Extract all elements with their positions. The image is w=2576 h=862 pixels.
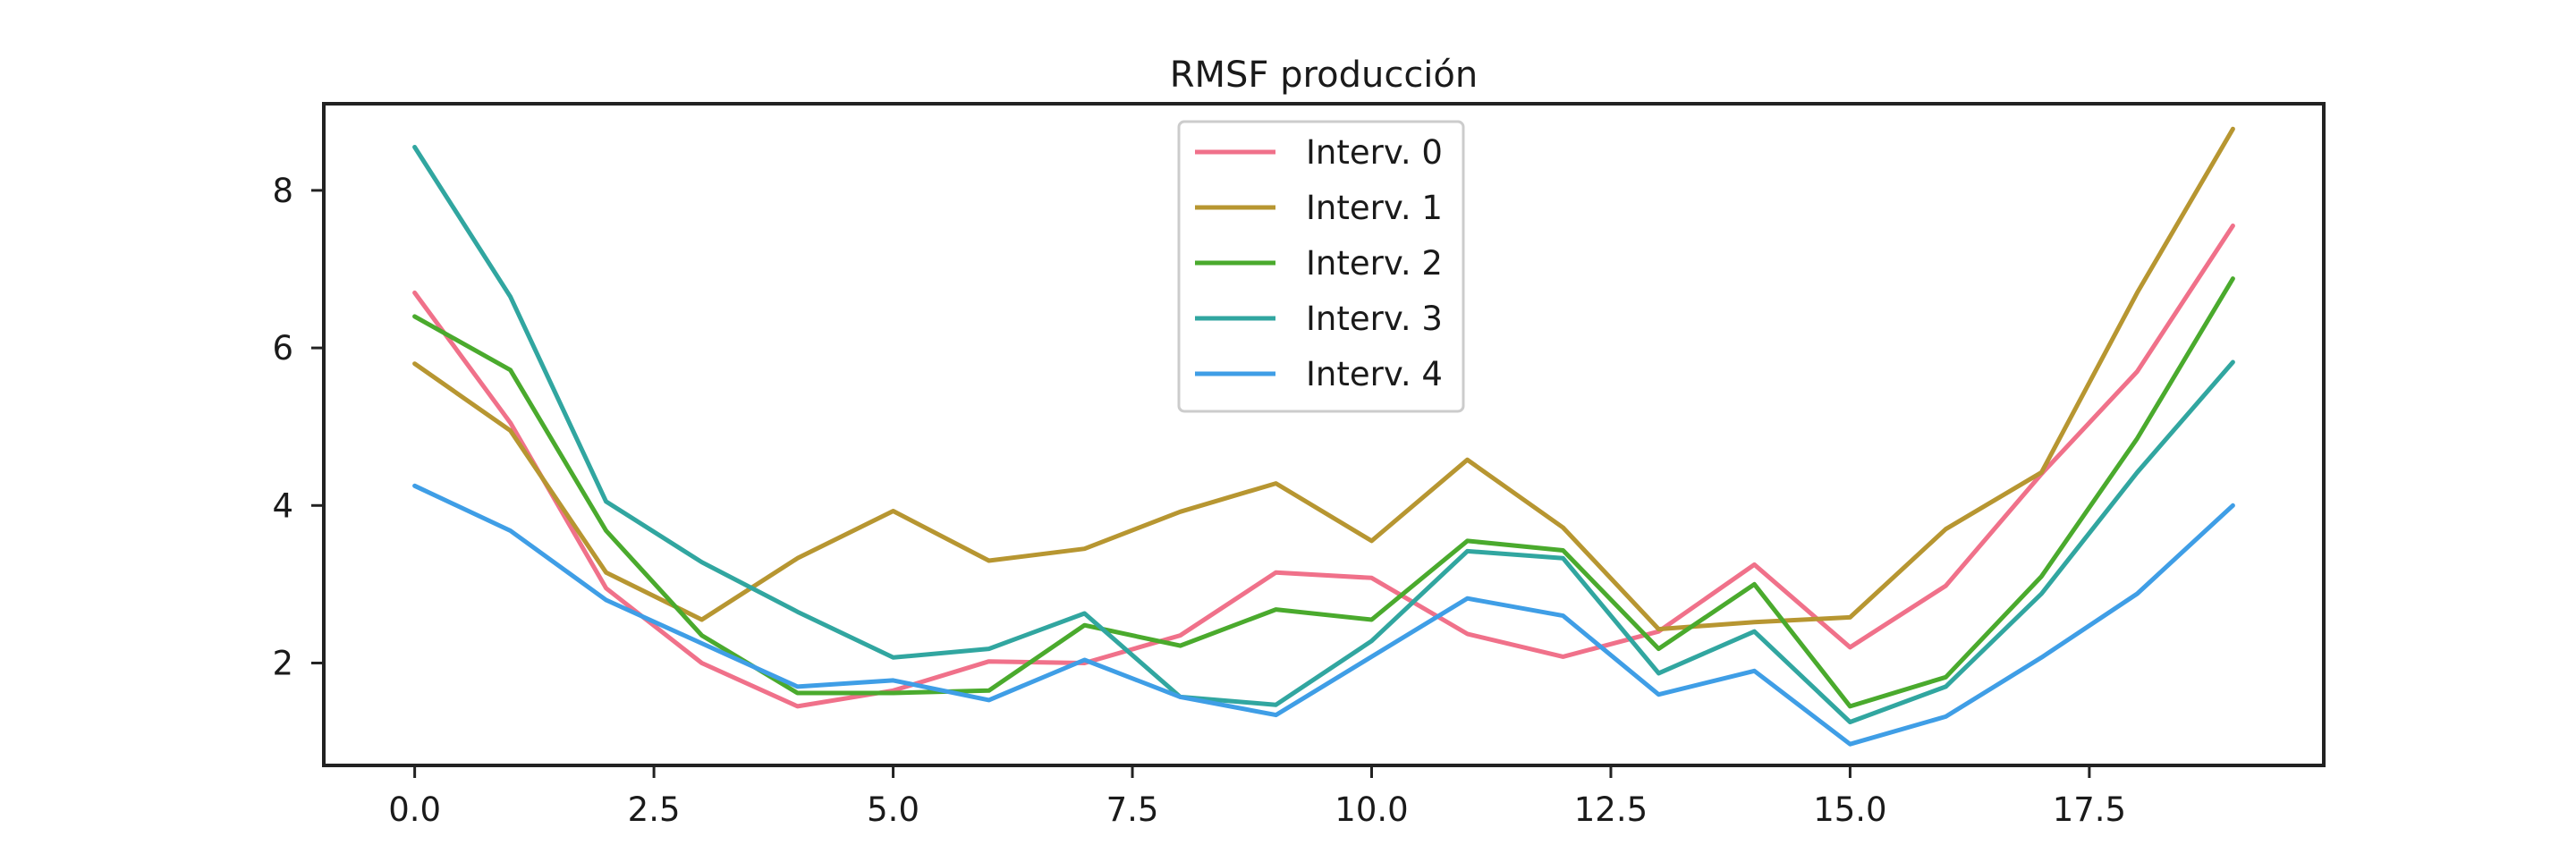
x-tick-label-0: 0.0 (388, 790, 441, 829)
series-line-interv-2 (412, 276, 2235, 709)
series-layer (412, 126, 2235, 747)
x-tick-label-2: 5.0 (867, 790, 919, 829)
plot-frame (322, 102, 2326, 767)
legend-label-0: Interv. 0 (1306, 133, 1443, 172)
x-tick-label-4: 10.0 (1335, 790, 1408, 829)
x-tick-label-3: 7.5 (1106, 790, 1159, 829)
x-tick-label-6: 15.0 (1813, 790, 1886, 829)
series-line-interv-0 (412, 224, 2235, 709)
series-line-interv-3 (412, 145, 2235, 724)
y-axis: 2 4 6 8 (272, 172, 324, 682)
y-tick-label-2: 6 (272, 329, 293, 368)
legend-box (1177, 120, 1465, 413)
legend-label-2: Interv. 2 (1306, 244, 1443, 283)
legend-label-4: Interv. 4 (1306, 355, 1443, 393)
x-tick-label-1: 2.5 (628, 790, 681, 829)
y-tick-label-3: 8 (272, 172, 293, 210)
y-tick-label-0: 2 (272, 644, 293, 682)
x-tick-label-5: 12.5 (1574, 790, 1648, 829)
series-line-interv-4 (412, 483, 2235, 747)
x-axis: 0.0 2.5 5.0 7.5 10.0 12.5 15.0 17.5 (388, 765, 2126, 829)
x-tick-label-7: 17.5 (2053, 790, 2126, 829)
chart-title: RMSF producción (1170, 55, 1479, 96)
legend-label-1: Interv. 1 (1306, 189, 1443, 227)
series-line-interv-1 (412, 126, 2235, 632)
legend-label-3: Interv. 3 (1306, 300, 1443, 338)
y-tick-label-1: 4 (272, 486, 293, 525)
legend: Interv. 0 Interv. 1 Interv. 2 Interv. 3 Inte… (1177, 120, 1465, 413)
